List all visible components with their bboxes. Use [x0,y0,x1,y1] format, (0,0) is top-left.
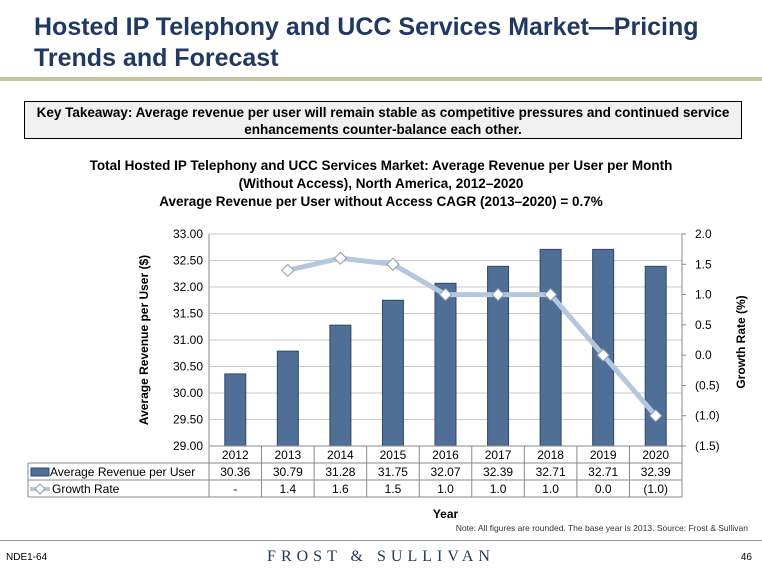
y2-tick-label: 2.0 [695,227,712,241]
legend-bar-swatch [30,467,50,477]
y-tick-label: 32.00 [173,280,203,294]
x-tick-label: 2012 [222,448,249,462]
growth-rate-point [596,348,610,362]
y-tick-label: 29.00 [173,439,203,453]
chart-title-line-1: Total Hosted IP Telephony and UCC Servic… [89,158,673,173]
y-tick-label: 31.00 [173,333,203,347]
x-axis-label: Year [433,507,459,521]
page-title: Hosted IP Telephony and UCC Services Mar… [34,13,699,72]
y2-tick-label: (0.5) [695,378,720,392]
growth-data-label: 1.6 [332,482,349,496]
bar-data-label: 32.07 [430,465,460,479]
growth-data-label: 1.0 [437,482,454,496]
bar [329,324,352,447]
growth-data-label: 1.4 [279,482,296,496]
slide-code: NDE1-64 [6,552,48,563]
y-tick-label: 31.50 [173,307,203,321]
y-tick-label: 30.00 [173,386,203,400]
growth-rate-point [543,287,558,302]
bar-data-label: 32.71 [536,465,566,479]
growth-data-label: 0.0 [595,482,612,496]
growth-data-label: - [233,482,237,496]
bar [434,282,457,447]
growth-rate-point [333,251,348,265]
page-number: 46 [740,552,752,563]
y2-tick-label: (1.5) [695,439,720,453]
growth-rate-point [438,287,453,302]
y2-tick-label: 0.5 [695,318,712,332]
y2-axis-label: Growth Rate (%) [734,295,748,388]
bar-data-label: 32.71 [588,465,618,479]
chart-title-line-2: (Without Access), North America, 2012–20… [238,176,524,191]
y-tick-label: 30.50 [173,360,203,374]
growth-data-label: 1.0 [490,482,507,496]
footer-brand-logo: FROST & SULLIVAN [267,548,495,565]
y2-tick-label: 1.0 [695,288,712,302]
x-tick-label: 2016 [432,448,459,462]
growth-rate-point [491,287,505,302]
growth-data-label: 1.0 [542,482,559,496]
x-tick-label: 2017 [485,448,512,462]
bar-data-label: 32.39 [483,465,513,479]
x-tick-label: 2015 [380,448,407,462]
bar-data-label: 32.39 [641,465,671,479]
chart-title-line-3: Average Revenue per User without Access … [159,194,603,209]
bar [381,299,404,447]
x-tick-label: 2020 [642,448,669,462]
y2-tick-label: 1.5 [695,257,712,271]
x-tick-label: 2014 [327,448,354,462]
legend-bar-label: Average Revenue per User [50,465,195,479]
chart-title: Total Hosted IP Telephony and UCC Servic… [20,157,742,211]
x-tick-label: 2013 [274,448,301,462]
growth-rate-point [386,257,400,271]
growth-data-label: (1.0) [643,482,668,496]
y-tick-label: 33.00 [173,227,203,241]
footer-divider [0,540,762,541]
bar-data-label: 31.28 [325,465,355,479]
y-tick-label: 32.50 [173,254,203,268]
bar [276,350,299,447]
source-note: Note: All figures are rounded. The base … [455,523,748,533]
bar-data-label: 30.36 [220,465,250,479]
growth-data-label: 1.5 [385,482,402,496]
key-takeaway-box: Key Takeaway: Average revenue per user w… [24,101,742,139]
bar [224,373,247,447]
growth-rate-point [649,409,663,423]
y-tick-label: 29.50 [173,413,203,427]
legend-line-marker [34,483,46,495]
combo-chart: 29.00 29.50 30.00 30.50 31.00 31.50 32.00 32.50… [27,227,748,521]
x-tick-label: 2019 [590,448,617,462]
growth-rate-point [281,263,295,278]
bar [539,248,562,447]
growth-rate-line [287,255,658,418]
y2-tick-label: (1.0) [695,409,720,423]
y2-tick-label: 0.0 [695,348,712,362]
bar-data-label: 31.75 [378,465,408,479]
legend-line-label: Growth Rate [52,482,120,496]
bar-data-label: 30.79 [273,465,303,479]
y-axis-label: Average Revenue per User ($) [137,255,151,425]
x-tick-label: 2018 [537,448,564,462]
title-divider [0,77,762,81]
